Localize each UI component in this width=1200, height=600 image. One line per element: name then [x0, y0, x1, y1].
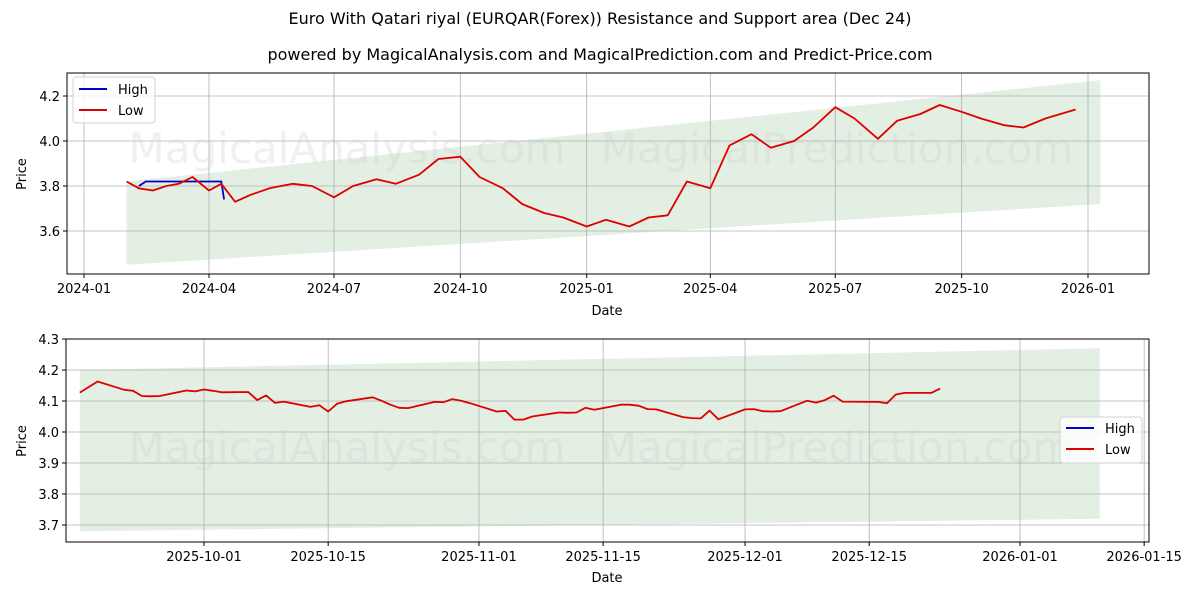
x-axis-label: Date: [591, 571, 622, 586]
svg-text:2026-01-15: 2026-01-15: [1106, 550, 1182, 565]
svg-text:2025-04: 2025-04: [683, 282, 737, 297]
chart-subtitle: powered by MagicalAnalysis.com and Magic…: [267, 45, 933, 64]
watermark: MagicalAnalysis.com MagicalPrediction.com: [129, 423, 1074, 472]
y-axis-ticks: 3.6 3.8 4.0 4.2: [39, 90, 67, 240]
svg-text:2025-07: 2025-07: [808, 282, 862, 297]
support-resistance-band: [79, 348, 1100, 532]
plot-frame: [65, 338, 1150, 543]
svg-text:2025-12-15: 2025-12-15: [831, 550, 907, 565]
legend: High Low: [1059, 416, 1143, 464]
svg-text:2025-10: 2025-10: [934, 282, 988, 297]
legend-low-label: Low: [118, 104, 144, 119]
svg-text:2024-04: 2024-04: [182, 282, 236, 297]
svg-text:2025-10-15: 2025-10-15: [290, 550, 366, 565]
chart-title: Euro With Qatari riyal (EURQAR(Forex)) R…: [288, 9, 912, 28]
svg-text:4.2: 4.2: [39, 90, 60, 105]
legend: High Low: [72, 76, 156, 124]
y-axis-ticks: 3.7 3.8 3.9 4.0 4.1 4.2 4.3: [38, 333, 66, 534]
svg-text:4.0: 4.0: [38, 426, 59, 441]
bottom-chart: MagicalAnalysis.com MagicalPrediction.com…: [15, 333, 1182, 586]
y-axis-label: Price: [15, 425, 30, 457]
svg-text:3.6: 3.6: [39, 225, 60, 240]
grid-lines: [67, 73, 1149, 274]
low-line: [79, 380, 941, 421]
svg-text:4.1: 4.1: [38, 395, 59, 410]
svg-text:2024-01: 2024-01: [57, 282, 111, 297]
x-axis-ticks: 2024-01 2024-04 2024-07 2024-10 2025-01 2025-…: [57, 274, 1115, 297]
legend-low-label: Low: [1105, 443, 1131, 458]
low-line: [126, 104, 1076, 228]
svg-text:2025-12-01: 2025-12-01: [707, 550, 783, 565]
svg-text:4.3: 4.3: [38, 333, 59, 348]
svg-text:2026-01: 2026-01: [1061, 282, 1115, 297]
svg-text:MagicalAnalysis.com: MagicalAnalysis.com: [129, 423, 566, 472]
y-axis-label: Price: [15, 158, 30, 190]
legend-high-label: High: [1105, 422, 1135, 437]
svg-text:3.9: 3.9: [38, 457, 59, 472]
legend-high-label: High: [118, 83, 148, 98]
x-axis-ticks: 2025-10-01 2025-10-15 2025-11-01 2025-11-15…: [166, 542, 1182, 565]
svg-text:3.8: 3.8: [38, 488, 59, 503]
top-chart: MagicalAnalysis.com MagicalPrediction.com…: [15, 72, 1150, 319]
svg-text:4.2: 4.2: [38, 364, 59, 379]
svg-text:2025-10-01: 2025-10-01: [166, 550, 242, 565]
svg-text:4.0: 4.0: [39, 135, 60, 150]
svg-text:2026-01-01: 2026-01-01: [982, 550, 1058, 565]
svg-text:2025-11-15: 2025-11-15: [565, 550, 641, 565]
x-axis-label: Date: [591, 304, 622, 319]
svg-text:MagicalAnalysis.com: MagicalAnalysis.com: [129, 124, 566, 173]
svg-text:2025-01: 2025-01: [560, 282, 614, 297]
support-resistance-band: [126, 80, 1101, 265]
watermark: MagicalAnalysis.com MagicalPrediction.com: [129, 124, 1074, 173]
plot-frame: [66, 72, 1150, 275]
svg-text:3.8: 3.8: [39, 180, 60, 195]
svg-text:2025-11-01: 2025-11-01: [441, 550, 517, 565]
svg-text:2024-10: 2024-10: [433, 282, 487, 297]
svg-text:3.7: 3.7: [38, 519, 59, 534]
svg-text:2024-07: 2024-07: [307, 282, 361, 297]
svg-text:MagicalPrediction.com: MagicalPrediction.com: [601, 124, 1074, 173]
svg-text:MagicalPrediction.com: MagicalPrediction.com: [601, 423, 1074, 472]
